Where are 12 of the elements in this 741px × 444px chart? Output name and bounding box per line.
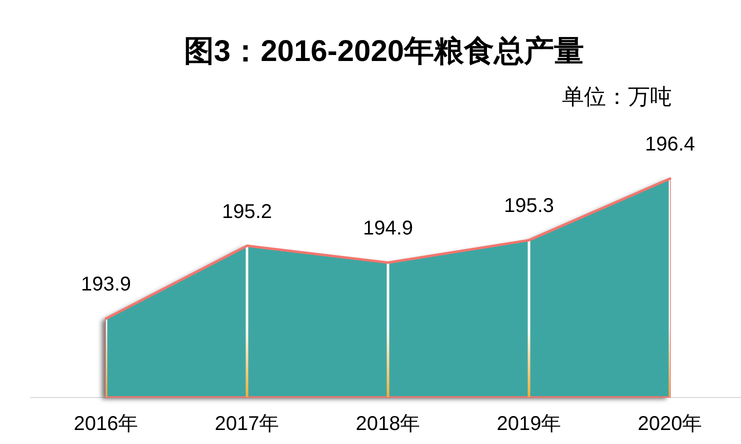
x-tick-label: 2016年: [74, 413, 138, 435]
data-label: 195.2: [222, 200, 272, 223]
data-label: 196.4: [644, 134, 696, 156]
x-tick-label: 2018年: [356, 413, 420, 435]
data-label: 194.9: [362, 218, 414, 240]
subtitle: 单位：万吨: [562, 84, 672, 109]
x-tick-label: 2017年: [214, 413, 280, 435]
x-tick-label: 2019年: [496, 413, 562, 435]
data-label: 195.3: [504, 195, 554, 218]
title: 图3：2016-2020年粮食总产量: [184, 35, 584, 68]
x-tick-label: 2020年: [638, 413, 702, 435]
data-label: 193.9: [80, 274, 132, 296]
